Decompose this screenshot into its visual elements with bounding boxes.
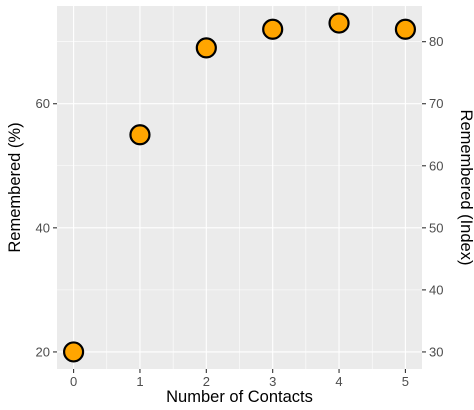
y-right-tick-label: 40 — [429, 282, 443, 297]
x-tick-label: 5 — [402, 374, 409, 389]
data-point — [394, 18, 417, 40]
x-axis-title: Number of Contacts — [166, 388, 313, 406]
ticks — [53, 41, 426, 373]
y-left-tick-label: 20 — [36, 344, 50, 359]
y-axis-title-left: Remembered (%) — [6, 122, 24, 252]
y-right-tick-label: 50 — [429, 220, 443, 235]
data-point — [62, 341, 85, 363]
tick-labels: 0 1 2 3 4 5 20 40 60 30 40 50 60 70 80 — [36, 34, 444, 389]
y-right-tick-label: 80 — [429, 34, 443, 49]
x-tick-label: 0 — [70, 374, 77, 389]
y-right-tick-label: 30 — [429, 344, 443, 359]
x-tick-label: 4 — [335, 374, 342, 389]
x-tick-label: 1 — [136, 374, 143, 389]
data-point — [262, 18, 284, 40]
y-axis-title-right: Remembered (Index) — [457, 110, 474, 266]
data-point — [328, 12, 350, 34]
data-point — [129, 124, 151, 146]
data-point — [195, 37, 217, 59]
grid — [57, 6, 422, 369]
y-left-tick-label: 40 — [36, 220, 50, 235]
y-right-tick-label: 60 — [429, 158, 443, 173]
x-tick-label: 2 — [203, 374, 210, 389]
x-tick-label: 3 — [269, 374, 276, 389]
y-left-tick-label: 60 — [36, 96, 50, 111]
data-points — [62, 12, 417, 363]
y-right-tick-label: 70 — [429, 96, 443, 111]
